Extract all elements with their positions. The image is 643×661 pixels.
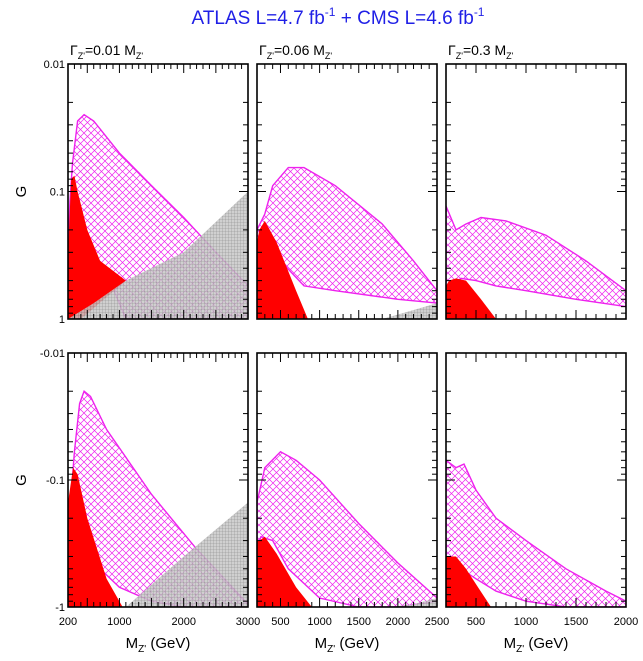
y-tick-label: 0.1 [50,187,65,199]
red-excluded-region [446,556,491,607]
panel-1-regions [68,113,248,319]
y-axis-label: G [13,474,30,486]
red-excluded-region [446,278,496,319]
y-tick-label: -0.01 [40,348,65,360]
x-tick-label: 1500 [346,616,370,628]
gray-region [390,598,437,607]
gray-region [382,303,437,319]
x-tick-label: 2000 [386,616,410,628]
y-tick-label: 0.01 [44,59,65,71]
panel-title: ΓZ'=0.3 MZ' [448,42,514,61]
panel-2-regions [257,166,437,319]
panel-title: ΓZ'=0.01 MZ' [70,42,143,61]
panels: 1 0.1 0.01 G ΓZ'=0.01 MZ' ΓZ'=0.06 MZ' ΓZ'=0.3… [13,42,638,655]
red-excluded-region [257,536,312,607]
panel-3: ΓZ'=0.3 MZ' [445,42,627,320]
x-tick-label: 2500 [425,616,449,628]
hatched-region [257,450,437,607]
x-axis-label: MZ' (GeV) [126,635,191,655]
panel-3-regions [446,205,626,319]
panel-6-regions [446,459,626,607]
y-tick-label: 1 [59,314,65,326]
panel-5-regions [257,450,437,607]
x-tick-label: 2000 [171,616,195,628]
x-tick-label: 1000 [307,616,331,628]
y-axis-label: G [13,186,30,198]
red-excluded-region [257,220,308,319]
gray-region [68,191,248,319]
x-tick-label: 500 [467,616,485,628]
panel-4-regions [68,390,248,607]
x-tick-label: 1000 [107,616,131,628]
x-tick-label: 1500 [564,616,588,628]
panel-title: ΓZ'=0.06 MZ' [259,42,332,61]
x-tick-label: 1000 [514,616,538,628]
panel-6: 500 1000 1500 2000 MZ' (GeV) [445,352,638,655]
red-excluded-region [68,467,123,607]
x-tick-label: 3000 [236,616,260,628]
panel-2: ΓZ'=0.06 MZ' [256,42,438,320]
panel-1: 1 0.1 0.01 G ΓZ'=0.01 MZ' [13,42,249,326]
x-axis-label: MZ' (GeV) [315,635,380,655]
gray-region [125,502,248,607]
figure-title: ATLAS L=4.7 fb-1 + CMS L=4.6 fb-1 [192,5,485,29]
y-tick-label: -0.1 [46,475,65,487]
panel-4: -0.01 -0.1 -1 G 200 1000 2000 3000 MZ' (GeV) [13,348,260,655]
x-tick-label: 500 [271,616,289,628]
panel-5: 500 1000 1500 2000 2500 MZ' (GeV) [256,352,449,655]
x-tick-label: 2000 [614,616,638,628]
red-excluded-region [68,175,126,319]
x-axis-label: MZ' (GeV) [504,635,569,655]
y-tick-label: -1 [55,602,65,614]
x-tick-label: 200 [59,616,77,628]
